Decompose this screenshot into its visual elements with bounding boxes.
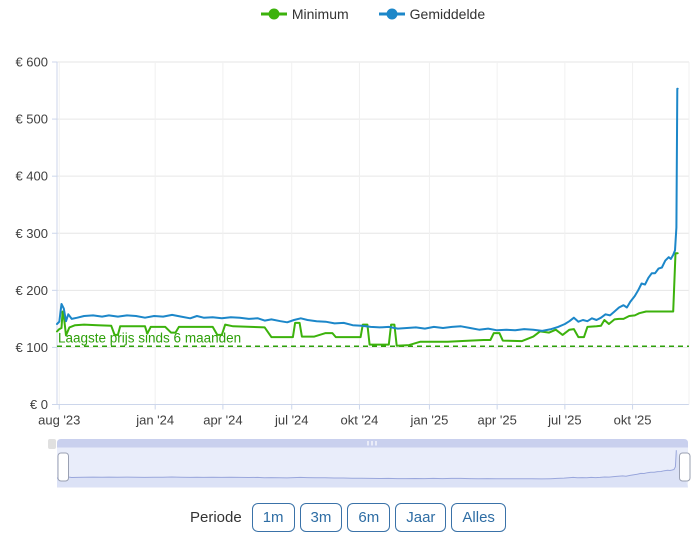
period-selector: Periode 1m 3m 6m Jaar Alles [0,503,695,532]
y-axis-label: € 200 [15,283,48,298]
legend-label-gemiddelde: Gemiddelde [409,6,486,22]
x-axis-label: jan '24 [135,413,174,428]
scrollbar-left-button[interactable] [48,439,56,449]
x-axis-label: okt '25 [614,413,652,428]
period-button-jaar[interactable]: Jaar [395,503,447,532]
y-axis-label: € 300 [15,226,48,241]
x-axis-label: jan '25 [409,413,448,428]
legend-label-minimum: Minimum [291,6,349,22]
x-axis-label: aug '23 [38,413,80,428]
x-axis-label: apr '25 [477,413,516,428]
price-chart-canvas: € 0 € 100 € 200 € 300 € 400 € 500 € 600 aug '23… [15,55,691,488]
period-button-1m[interactable]: 1m [251,503,295,532]
x-axis-label: jul '24 [274,413,309,428]
period-button-6m[interactable]: 6m [347,503,391,532]
gemiddelde-series-marker-icon [378,8,405,20]
gemiddelde-series-line [56,87,679,332]
chart-legend: Minimum Gemiddelde [57,6,689,22]
period-button-3m[interactable]: 3m [299,503,343,532]
y-axis-label: € 100 [15,340,48,355]
minimum-series-marker-icon [260,8,287,20]
y-axis-label: € 500 [15,112,48,127]
period-button-alles[interactable]: Alles [451,503,506,532]
navigator-right-handle[interactable] [679,452,691,482]
period-label: Periode [190,509,242,526]
navigator-series-line [56,450,677,480]
navigator-left-handle[interactable] [57,452,69,482]
legend-item-minimum[interactable]: Minimum [260,6,349,22]
y-axis-label: € 0 [30,397,48,412]
y-axis-label: € 600 [15,55,48,70]
x-axis-label: okt '24 [341,413,379,428]
y-axis-label: € 400 [15,169,48,184]
navigator-series-area [57,450,688,488]
x-axis-label: jul '25 [547,413,582,428]
lowest-price-plotline-label: Laagste prijs sinds 6 maanden [58,330,241,345]
legend-item-gemiddelde[interactable]: Gemiddelde [378,6,486,22]
x-axis-label: apr '24 [203,413,242,428]
minimum-series-line [56,252,679,347]
